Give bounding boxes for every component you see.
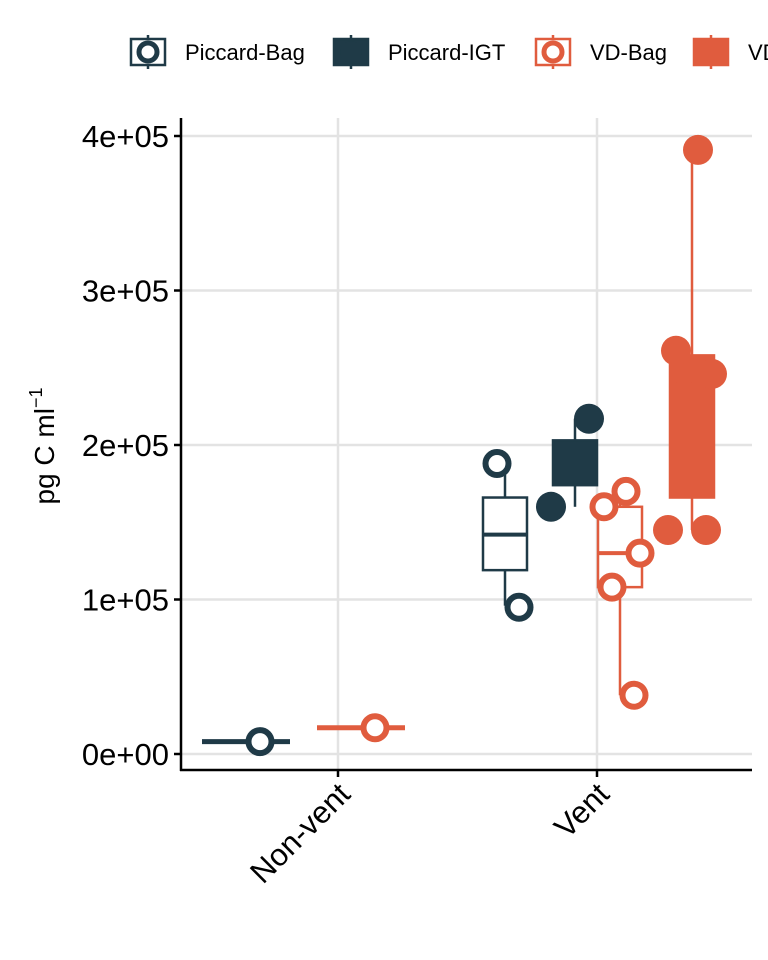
legend-label: VD-IGT — [748, 40, 768, 65]
legend-item: Piccard-Bag — [129, 35, 305, 69]
legend-item: VD-Bag — [534, 35, 667, 69]
data-point — [619, 680, 649, 710]
data-point — [691, 514, 721, 545]
y-axis-title-main: pg C ml — [29, 408, 60, 504]
data-point — [669, 380, 699, 411]
legend-marker — [136, 40, 160, 64]
data-point — [536, 491, 566, 522]
y-tick-label: 3e+05 — [82, 274, 169, 309]
data-point — [683, 134, 713, 165]
data-point — [589, 492, 619, 522]
legend: Piccard-Bag Piccard-IGT VD-Bag VD-IGT — [129, 35, 768, 69]
data-point — [597, 572, 627, 602]
y-tick-label: 4e+05 — [82, 119, 169, 154]
y-tick-label: 1e+05 — [82, 583, 169, 618]
y-tick-label: 2e+05 — [82, 428, 169, 463]
data-point — [697, 358, 727, 389]
data-point — [574, 403, 604, 434]
data-point — [504, 592, 534, 622]
legend-label: VD-Bag — [590, 40, 667, 65]
gridlines — [181, 118, 752, 770]
data-point — [245, 727, 275, 757]
legend-marker — [340, 41, 362, 63]
y-axis-title: pg C ml−1 — [26, 388, 60, 505]
y-axis-title-superscript: −1 — [26, 388, 46, 409]
data-point — [482, 449, 512, 479]
legend-label: Piccard-Bag — [185, 40, 305, 65]
data-point — [360, 713, 390, 743]
data-point — [625, 538, 655, 568]
legend-marker — [700, 41, 722, 63]
data-point — [653, 514, 683, 545]
axes: 0e+00 1e+05 2e+05 3e+05 4e+05 Non-vent Vent — [82, 118, 752, 890]
y-tick-label: 0e+00 — [82, 737, 169, 772]
x-tick-label: Non-vent — [243, 776, 357, 890]
legend-item: Piccard-IGT — [332, 35, 505, 69]
legend-label: Piccard-IGT — [388, 40, 505, 65]
x-tick-label: Vent — [547, 776, 616, 845]
data-point — [611, 476, 641, 506]
data-points — [245, 134, 727, 757]
data-point — [661, 335, 691, 366]
legend-item: VD-IGT — [692, 35, 768, 69]
legend-marker — [541, 40, 565, 64]
